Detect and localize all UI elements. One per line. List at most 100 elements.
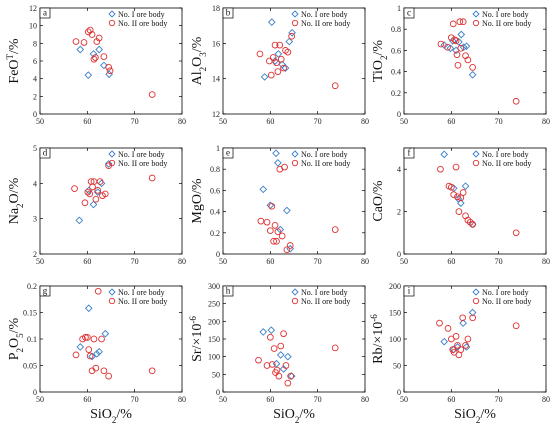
x-tick-label: 50 bbox=[36, 257, 44, 266]
x-tick-label: 50 bbox=[400, 117, 408, 126]
x-tick-label: 50 bbox=[219, 117, 227, 126]
plot-frame bbox=[403, 7, 547, 115]
data-point-no2 bbox=[464, 216, 472, 224]
y-tick-label: 2 bbox=[397, 208, 401, 217]
panel-c: 50 60 70 80 0 0.2 0.4 0.6 0.8 1 TiO2/% c No. I ore b… bbox=[371, 4, 550, 126]
plot-frame bbox=[403, 147, 547, 255]
data-point-no2 bbox=[452, 163, 460, 171]
data-point-no1 bbox=[266, 201, 275, 210]
data-point-no1 bbox=[92, 350, 101, 358]
data-point-no2 bbox=[462, 342, 469, 349]
x-tick-label: 60 bbox=[266, 117, 274, 126]
data-point-no2 bbox=[100, 53, 108, 60]
data-point-no2 bbox=[331, 226, 339, 233]
data-point-no2 bbox=[96, 178, 104, 185]
data-point-no2 bbox=[447, 183, 455, 191]
legend-label: No. II ore body bbox=[482, 297, 531, 306]
data-point-no2 bbox=[270, 237, 277, 245]
legend-label: No. II ore body bbox=[482, 19, 531, 28]
data-point-no1 bbox=[459, 43, 468, 52]
data-point-no2 bbox=[454, 342, 461, 349]
data-point-no1 bbox=[89, 50, 98, 58]
x-tick-label: 80 bbox=[361, 117, 369, 126]
x-tick-label: 50 bbox=[219, 257, 227, 266]
y-tick-label: 0.2 bbox=[210, 229, 220, 238]
panel-letter: e bbox=[226, 148, 230, 158]
data-point-no2 bbox=[83, 334, 91, 341]
y-tick-label: 8 bbox=[33, 39, 37, 48]
y-tick-label: 4 bbox=[33, 179, 37, 188]
data-point-no2 bbox=[444, 325, 452, 332]
data-point-no1 bbox=[285, 37, 294, 46]
y-tick-label: 0.2 bbox=[27, 282, 37, 291]
legend-label: No. I ore body bbox=[118, 288, 165, 297]
data-point-no2 bbox=[271, 41, 279, 49]
data-point-no2 bbox=[85, 346, 93, 353]
panel-g: 50 60 70 80 0 0.05 0.1 0.15 0.2 P2O5/% g No. I ore … bbox=[7, 282, 186, 425]
data-point-no2 bbox=[278, 232, 286, 240]
y-axis-title: CaO/% bbox=[371, 180, 386, 222]
data-point-no1 bbox=[274, 159, 282, 167]
data-point-no1 bbox=[448, 37, 457, 45]
legend-diamond-icon bbox=[108, 10, 116, 18]
data-point-no1 bbox=[95, 45, 104, 54]
data-point-no1 bbox=[456, 199, 465, 207]
data-point-no2 bbox=[455, 208, 463, 215]
data-point-no1 bbox=[281, 64, 290, 72]
y-axis-title: TiO2/% bbox=[371, 40, 389, 82]
panel-a: 50 60 70 80 0 2 4 6 8 10 12 FeOT/% a No. I ore bodyNo… bbox=[5, 4, 186, 126]
data-point-no2 bbox=[456, 18, 464, 26]
data-point-no2 bbox=[148, 367, 156, 375]
y-tick-label: 50 bbox=[212, 370, 220, 379]
data-point-no1 bbox=[93, 188, 102, 197]
data-point-no2 bbox=[274, 68, 282, 75]
data-point-no1 bbox=[284, 352, 292, 361]
legend-label: No. I ore body bbox=[118, 150, 165, 159]
data-point-no1 bbox=[276, 351, 285, 359]
data-point-no2 bbox=[450, 191, 458, 198]
legend-circle-icon bbox=[291, 159, 299, 167]
legend-diamond-icon bbox=[291, 288, 299, 296]
panel-letter-box bbox=[403, 147, 415, 159]
y-tick-label: 0.6 bbox=[210, 186, 220, 195]
y-tick-label: 2 bbox=[33, 250, 37, 259]
y-tick-label: 1 bbox=[397, 4, 401, 13]
data-point-no1 bbox=[288, 28, 296, 37]
data-point-no2 bbox=[288, 32, 295, 40]
y-tick-label: 0 bbox=[33, 110, 37, 119]
x-tick-label: 70 bbox=[131, 117, 139, 126]
data-point-no2 bbox=[82, 334, 89, 341]
y-tick-label: 1 bbox=[216, 144, 220, 153]
data-point-no1 bbox=[468, 70, 477, 79]
y-tick-label: 200 bbox=[208, 317, 220, 326]
y-tick-label: 10 bbox=[29, 22, 37, 31]
data-point-no1 bbox=[457, 30, 466, 39]
y-tick-label: 0 bbox=[397, 250, 401, 259]
panel-letter-box bbox=[39, 7, 51, 19]
data-point-no2 bbox=[101, 190, 109, 198]
y-tick-label: 4 bbox=[397, 165, 401, 174]
data-point-no2 bbox=[268, 202, 276, 210]
data-point-no2 bbox=[255, 356, 262, 364]
data-point-no1 bbox=[104, 160, 113, 168]
data-point-no2 bbox=[94, 187, 102, 194]
legend-label: No. I ore body bbox=[482, 150, 529, 159]
y-axis-title: Sr/×10-6 bbox=[188, 316, 205, 362]
y-tick-label: 200 bbox=[389, 282, 401, 291]
data-point-no2 bbox=[447, 34, 455, 42]
legend-label: No. I ore body bbox=[301, 10, 348, 19]
y-tick-label: 100 bbox=[208, 353, 220, 362]
y-tick-label: 0.2 bbox=[391, 89, 401, 98]
data-point-no2 bbox=[80, 39, 88, 46]
legend-label: No. I ore body bbox=[118, 10, 165, 19]
y-tick-label: 12 bbox=[29, 4, 37, 13]
panel-letter-box bbox=[39, 147, 51, 159]
data-point-no2 bbox=[459, 189, 467, 196]
x-tick-label: 70 bbox=[495, 117, 503, 126]
data-point-no2 bbox=[284, 379, 292, 387]
